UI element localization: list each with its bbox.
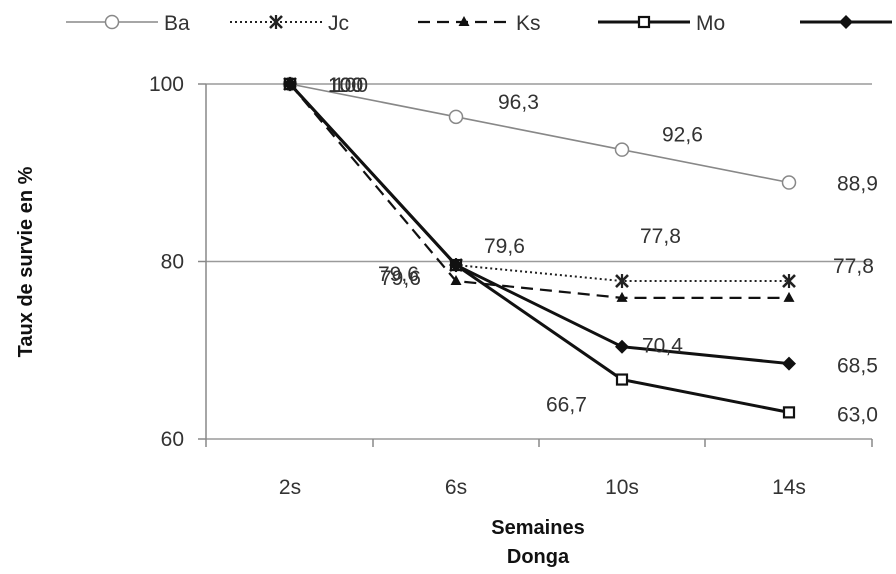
legend-item-ba: Ba (66, 12, 190, 35)
x-tick-label: 14s (772, 476, 806, 499)
point-ks (616, 291, 628, 302)
data-label-mo: 79,6 (380, 267, 421, 290)
point-jc (782, 274, 796, 289)
series-line-jc (289, 83, 789, 283)
gridlines (206, 83, 872, 440)
x-axis-title: Semaines (491, 517, 584, 539)
point-mo (615, 373, 629, 386)
point-ba (781, 175, 797, 190)
legend-label-ba: Ba (164, 12, 190, 35)
legend: Ba Jc Ks Mo Pb (66, 12, 892, 35)
series-line-pb (288, 82, 790, 366)
data-label-mo: 63,0 (837, 403, 878, 426)
data-label-mo: 100 (328, 74, 363, 97)
legend-item-pb: Pb (800, 15, 892, 29)
point-jc (615, 274, 629, 289)
series-line-ks (289, 83, 789, 299)
x-axis-subtitle: Donga (507, 546, 570, 568)
data-label-ks: 100 (328, 74, 363, 97)
data-label-pb: 70,4 (642, 335, 683, 358)
point-pb (283, 77, 297, 91)
point-pb (615, 339, 629, 354)
legend-marker-ks (458, 16, 470, 26)
series-jc (283, 77, 796, 289)
x-tick-label: 10s (605, 476, 639, 499)
legend-marker-ba (104, 14, 120, 30)
x-tick-label: 6s (445, 476, 467, 499)
point-ks (450, 275, 462, 286)
series-ks (284, 78, 795, 302)
series-mo (283, 77, 796, 419)
legend-label-ks: Ks (516, 12, 541, 35)
legend-item-mo: Mo (598, 12, 725, 35)
series-line-ba (289, 83, 790, 184)
data-label-jc: 77,8 (833, 255, 874, 278)
y-axis-title: Taux de survie en % (15, 166, 37, 357)
axes: 60 80 100 2s 6s 10s 14s (149, 73, 873, 499)
series-pb (283, 77, 796, 371)
series-lines (282, 76, 797, 419)
data-label-ba: 92,6 (662, 124, 703, 147)
y-tick-label: 60 (161, 428, 184, 451)
data-label-ba: 88,9 (837, 173, 878, 196)
data-label-ks: 79,6 (378, 263, 419, 286)
data-label-jc: 100 (328, 74, 363, 97)
legend-item-ks: Ks (418, 12, 541, 35)
y-tick-label: 100 (149, 73, 184, 96)
point-pb (782, 356, 796, 371)
legend-label-mo: Mo (696, 12, 725, 35)
legend-marker-pb (839, 15, 853, 29)
data-label-mo: 66,7 (546, 394, 587, 417)
point-ba (614, 142, 630, 157)
data-label-pb: 100 (328, 74, 363, 97)
data-label-ba: 96,3 (498, 91, 539, 114)
legend-marker-jc (269, 15, 283, 29)
legend-item-jc: Jc (230, 12, 349, 35)
point-ba (448, 109, 464, 125)
point-pb (449, 258, 463, 273)
legend-marker-mo (637, 15, 651, 29)
data-label-jc: 77,8 (640, 225, 681, 248)
point-mo (782, 406, 796, 419)
data-label-pb: 68,5 (837, 355, 878, 378)
y-tick-label: 80 (161, 251, 184, 274)
x-tick-label: 2s (279, 476, 301, 499)
legend-label-jc: Jc (328, 12, 349, 35)
data-label-jc: 79,6 (484, 235, 525, 258)
data-label-ba: 100 (333, 74, 368, 97)
point-ks (783, 291, 795, 302)
